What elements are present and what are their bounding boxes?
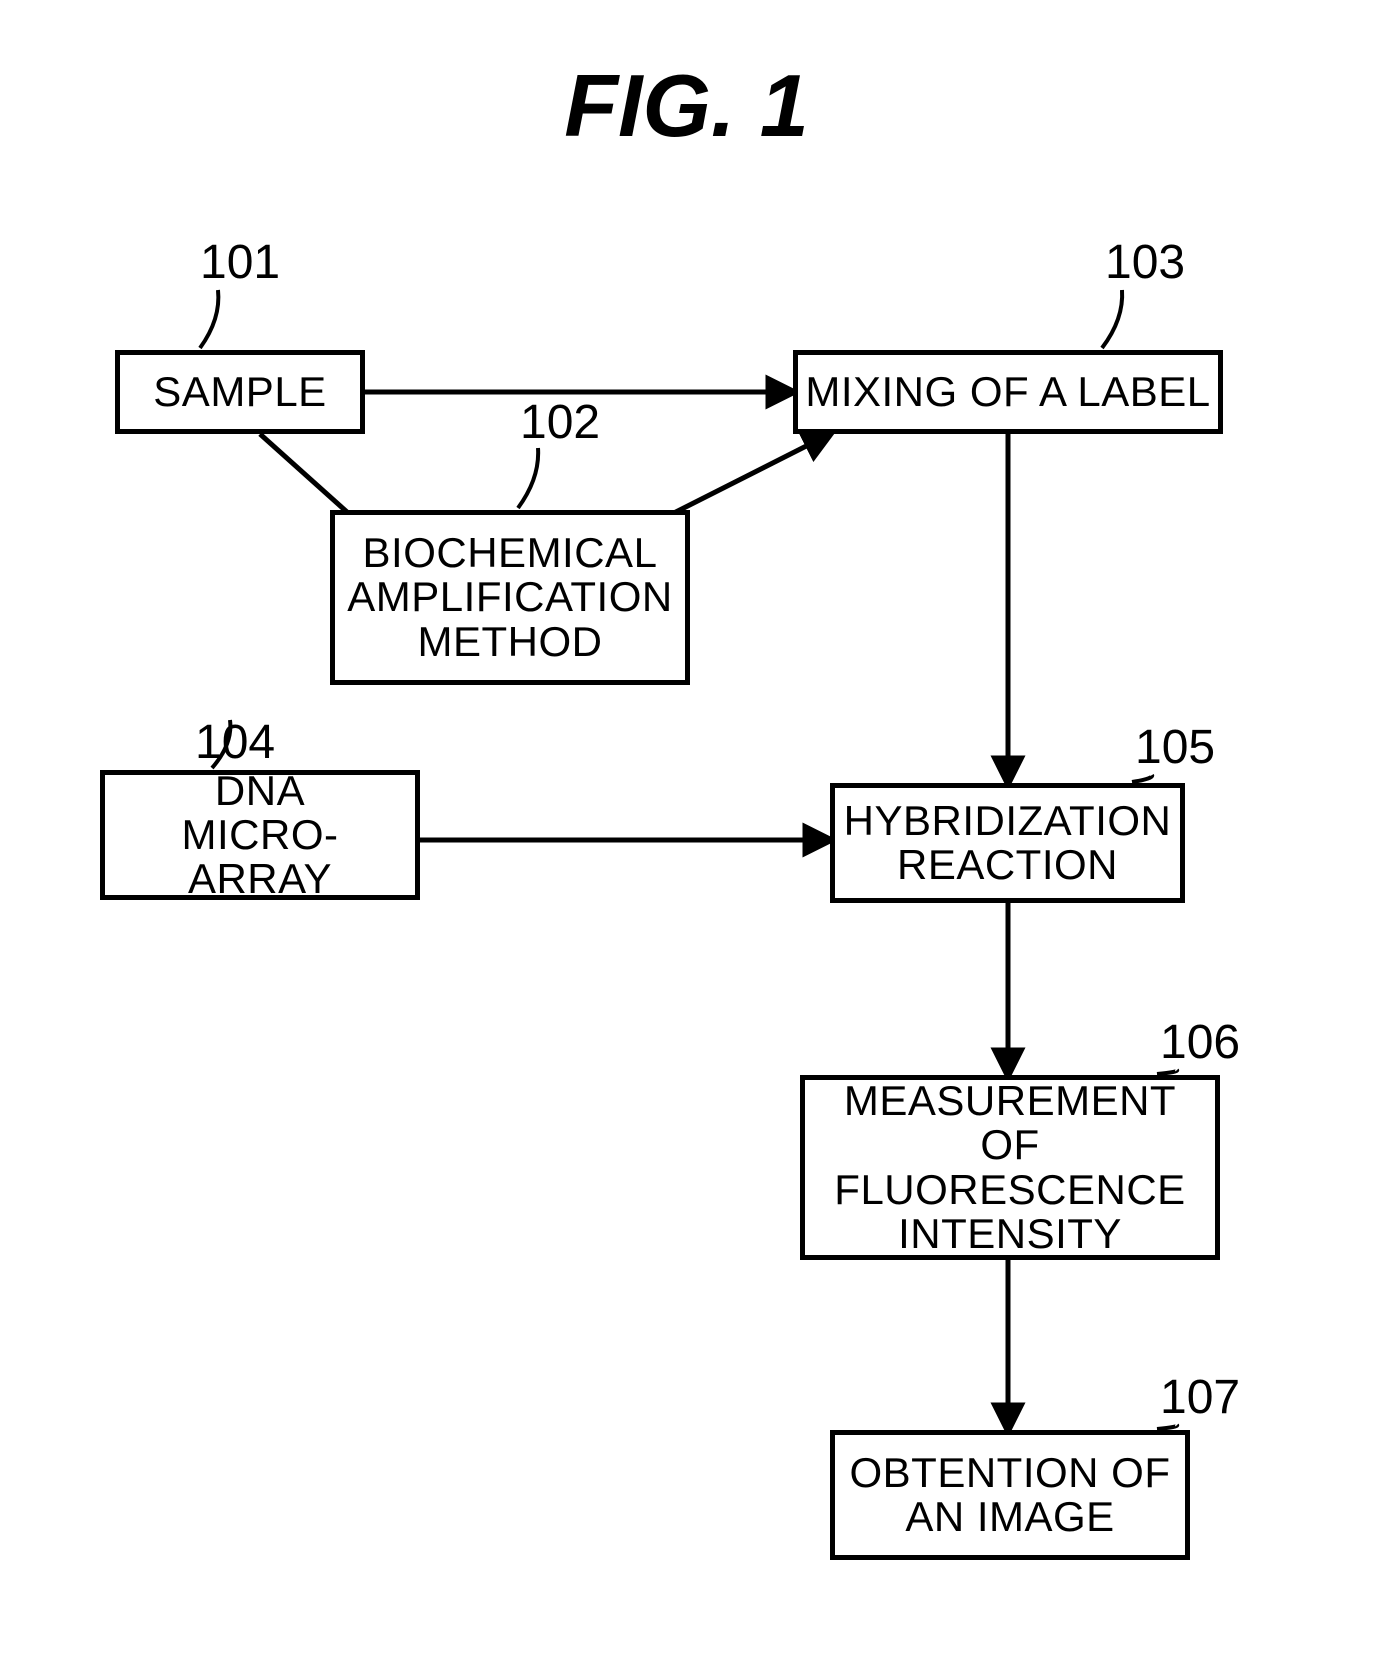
ref-103: 103 <box>1105 235 1185 290</box>
node-sample: SAMPLE <box>115 350 365 434</box>
ref-102: 102 <box>520 395 600 450</box>
leader-106 <box>1157 1070 1177 1074</box>
node-label: DNAMICRO-ARRAY <box>111 769 409 901</box>
node-label: BIOCHEMICALAMPLIFICATIONMETHOD <box>347 531 672 663</box>
node-label: OBTENTION OFAN IMAGE <box>850 1451 1171 1539</box>
ref-105: 105 <box>1135 720 1215 775</box>
node-biochemical-amplification: BIOCHEMICALAMPLIFICATIONMETHOD <box>330 510 690 685</box>
node-obtention-image: OBTENTION OFAN IMAGE <box>830 1430 1190 1560</box>
figure-title: FIG. 1 <box>0 55 1373 157</box>
edge-n102-n103 <box>660 434 830 520</box>
ref-101: 101 <box>200 235 280 290</box>
ref-106: 106 <box>1160 1015 1240 1070</box>
node-label: SAMPLE <box>153 370 326 414</box>
node-label: MEASUREMENT OFFLUORESCENCEINTENSITY <box>811 1079 1209 1255</box>
leader-105 <box>1132 775 1152 782</box>
ref-107: 107 <box>1160 1370 1240 1425</box>
leader-101 <box>200 290 218 348</box>
leader-107 <box>1157 1425 1177 1429</box>
node-measurement: MEASUREMENT OFFLUORESCENCEINTENSITY <box>800 1075 1220 1260</box>
node-label: HYBRIDIZATIONREACTION <box>844 799 1172 887</box>
figure-canvas: FIG. 1 SAMPLE 101 BIOCHEMICALAMPLIFICATI… <box>0 0 1373 1663</box>
node-dna-microarray: DNAMICRO-ARRAY <box>100 770 420 900</box>
node-hybridization: HYBRIDIZATIONREACTION <box>830 783 1185 903</box>
ref-104: 104 <box>195 715 275 770</box>
node-mixing-label: MIXING OF A LABEL <box>793 350 1223 434</box>
leader-102 <box>518 448 538 508</box>
leader-103 <box>1102 290 1122 348</box>
node-label: MIXING OF A LABEL <box>805 370 1210 414</box>
